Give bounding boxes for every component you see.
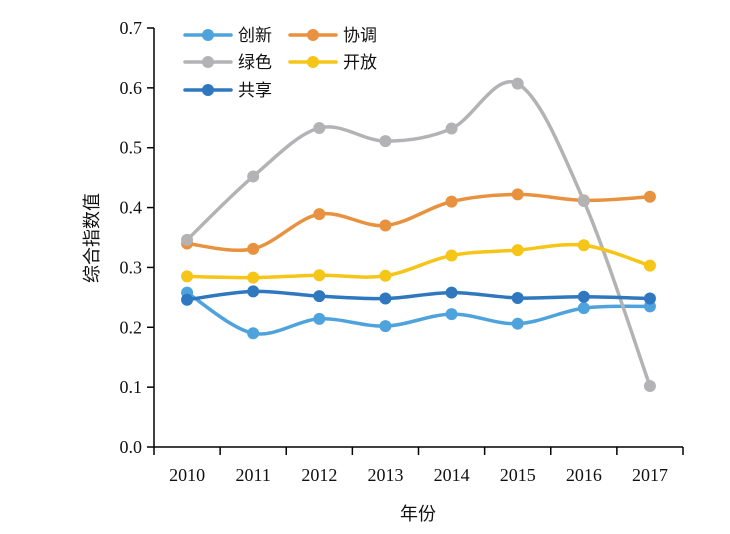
series-line	[185, 242, 652, 280]
legend-item: 绿色	[183, 53, 272, 73]
legend-swatch-marker	[307, 29, 319, 41]
x-tick-label: 2015	[500, 465, 536, 485]
data-point	[577, 194, 590, 207]
series-1	[181, 286, 656, 340]
legend-label: 绿色	[238, 53, 272, 73]
y-axis-title: 综合指数值	[82, 193, 103, 283]
data-point	[181, 270, 194, 283]
legend-item: 创新	[183, 26, 272, 46]
legend-label: 创新	[238, 26, 272, 46]
data-point	[445, 122, 458, 135]
y-tick-label: 0.7	[120, 18, 143, 38]
y-tick-label: 0.4	[120, 198, 143, 218]
series-line	[185, 80, 652, 388]
data-point	[643, 190, 656, 203]
data-point	[379, 219, 392, 232]
legend-swatch-marker	[307, 56, 319, 68]
data-point	[445, 286, 458, 299]
data-point	[445, 195, 458, 208]
x-tick-label: 2014	[434, 465, 470, 485]
axes: 0.0 0.1 0.2 0.3 0.4 0.5 0.6 0.7 2010 2011 2012 2013…	[120, 18, 684, 485]
x-tick-label: 2017	[632, 465, 668, 485]
x-axis-title: 年份	[400, 504, 436, 525]
data-point	[313, 208, 326, 221]
y-tick-label: 0.1	[120, 377, 143, 397]
data-point	[379, 292, 392, 305]
x-tick-label: 2011	[236, 465, 271, 485]
data-point	[313, 290, 326, 303]
data-point	[643, 292, 656, 305]
series-line	[185, 289, 652, 302]
legend-label: 协调	[343, 26, 377, 46]
x-tick-label: 2016	[566, 465, 602, 485]
series-4	[181, 239, 656, 284]
data-point	[247, 327, 260, 340]
data-point	[511, 244, 524, 257]
data-point	[511, 317, 524, 330]
data-point	[379, 320, 392, 333]
data-point	[247, 170, 260, 183]
series-layer	[181, 77, 656, 392]
series-5	[181, 285, 656, 306]
legend-swatch-marker	[202, 29, 214, 41]
x-tick-label: 2012	[301, 465, 337, 485]
series-line	[185, 192, 652, 253]
data-point	[643, 379, 656, 392]
x-tick-label: 2013	[367, 465, 403, 485]
data-point	[181, 293, 194, 306]
y-tick-label: 0.6	[120, 78, 143, 98]
data-point	[379, 269, 392, 282]
data-point	[247, 285, 260, 298]
legend-label: 开放	[343, 53, 377, 73]
data-point	[247, 242, 260, 255]
series-line	[185, 290, 652, 336]
y-tick-label: 0.0	[120, 437, 143, 457]
data-point	[577, 302, 590, 315]
data-point	[577, 239, 590, 252]
data-point	[379, 135, 392, 148]
data-point	[313, 121, 326, 134]
y-tick-label: 0.3	[120, 257, 143, 277]
data-point	[445, 249, 458, 262]
data-point	[313, 312, 326, 325]
data-point	[643, 259, 656, 272]
data-point	[577, 290, 590, 303]
data-point	[511, 291, 524, 304]
legend-item: 协调	[288, 26, 377, 46]
data-point	[313, 269, 326, 282]
series-3	[181, 77, 656, 392]
y-tick-label: 0.2	[120, 317, 143, 337]
legend-item: 共享	[183, 81, 272, 101]
legend-swatch-marker	[202, 56, 214, 68]
data-point	[445, 308, 458, 321]
y-tick-label: 0.5	[120, 138, 143, 158]
data-point	[181, 233, 194, 246]
data-point	[247, 271, 260, 284]
legend-item: 开放	[288, 53, 377, 73]
legend-swatch-marker	[202, 84, 214, 96]
legend-label: 共享	[238, 81, 272, 101]
data-point	[511, 77, 524, 90]
data-point	[511, 188, 524, 201]
x-tick-label: 2010	[169, 465, 205, 485]
